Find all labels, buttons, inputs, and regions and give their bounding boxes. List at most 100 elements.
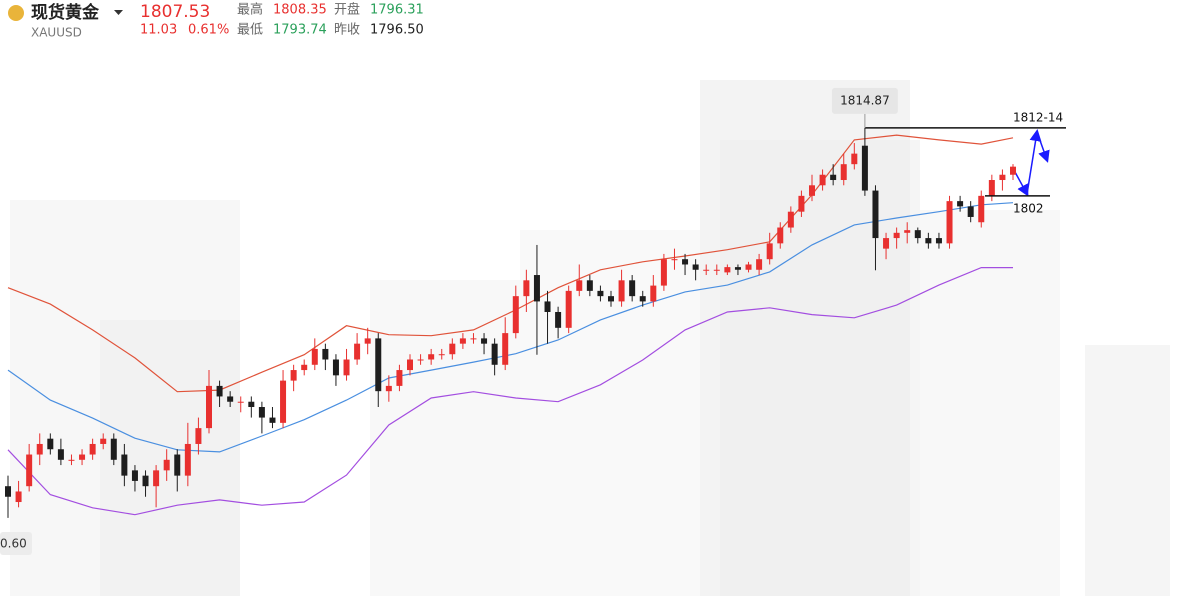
- candle-body: [280, 380, 287, 423]
- candle-body: [819, 174, 826, 186]
- candle-body: [660, 259, 667, 286]
- symbol-name[interactable]: 现货黄金: [31, 2, 100, 23]
- candle-body: [459, 338, 466, 344]
- candle-body: [533, 275, 540, 302]
- change-pct: 0.61%: [188, 23, 229, 38]
- candle-body: [565, 290, 572, 328]
- candle-body: [248, 401, 255, 408]
- stat-value: 1796.50: [370, 23, 424, 38]
- candle-body: [586, 280, 593, 291]
- candle-body: [15, 491, 22, 503]
- candle-body: [629, 280, 636, 297]
- stat-value: 1808.35: [273, 3, 327, 18]
- candle-body: [840, 164, 847, 181]
- candle-body: [322, 348, 329, 360]
- candle-body: [809, 185, 815, 196]
- stat-label: 最高: [237, 2, 263, 18]
- stat-label: 最低: [237, 23, 263, 38]
- candle-body: [131, 470, 138, 481]
- candle-body: [639, 296, 646, 302]
- candle-body: [872, 190, 879, 239]
- candle-body: [311, 348, 318, 365]
- stat-label: 开盘: [334, 2, 360, 18]
- candle-body: [364, 338, 371, 344]
- candle-body: [798, 195, 805, 212]
- candle-body: [544, 301, 551, 312]
- candle-body: [290, 370, 297, 381]
- candle-body: [100, 438, 107, 444]
- candle-body: [163, 459, 170, 471]
- candle-body: [713, 269, 720, 271]
- dropdown-arrow[interactable]: [114, 10, 123, 15]
- candle-body: [110, 438, 117, 460]
- candle-body: [978, 195, 985, 223]
- candle-body: [491, 343, 498, 365]
- candle-body: [830, 174, 837, 181]
- candle-body: [1010, 166, 1016, 175]
- candle-body: [438, 354, 445, 356]
- candle-body: [332, 359, 339, 376]
- change: 11.03: [140, 23, 177, 38]
- candle-body: [449, 343, 456, 355]
- header: 现货黄金 1807.53 XAUUSD 11.03 0.61% 最高 1808.…: [8, 2, 424, 40]
- candle-body: [893, 232, 900, 239]
- forecast-arrow: [1026, 129, 1042, 195]
- candle-body: [343, 359, 350, 376]
- forecast-arrow: [1014, 171, 1029, 197]
- candle-body: [766, 243, 773, 260]
- candle-body: [428, 354, 435, 360]
- stat-value: 1796.31: [370, 3, 424, 18]
- candle-body: [555, 311, 562, 328]
- candle-body: [269, 417, 276, 423]
- candle-body: [904, 230, 911, 233]
- candle-body: [650, 285, 657, 302]
- candle-body: [861, 145, 868, 191]
- candle-body: [957, 201, 964, 207]
- band-line: [7, 267, 1013, 516]
- price: 1807.53: [140, 2, 210, 22]
- candle-body: [523, 280, 530, 297]
- forecast-arrow: [1036, 131, 1050, 163]
- candle-body: [385, 385, 392, 392]
- high-label: 1814.87: [840, 93, 890, 107]
- candle-body: [57, 449, 64, 460]
- stat-value: 1793.74: [273, 23, 327, 38]
- candle-body: [925, 238, 932, 244]
- candle-body: [5, 486, 11, 497]
- candle-body: [481, 338, 488, 344]
- candle-body: [407, 359, 413, 371]
- candle-body: [734, 267, 741, 270]
- candle-body: [470, 338, 477, 340]
- candle-body: [914, 230, 921, 239]
- candle-body: [36, 443, 43, 455]
- candle-body: [216, 385, 223, 397]
- candle-body: [777, 227, 784, 244]
- candle-body: [354, 343, 361, 360]
- candle-body: [195, 428, 202, 444]
- candle-body: [703, 269, 710, 271]
- candle-body: [79, 454, 86, 460]
- candle-body: [174, 454, 181, 476]
- candle-body: [512, 296, 519, 334]
- candle-body: [946, 201, 953, 244]
- candle-body: [883, 238, 890, 249]
- candle-body: [935, 238, 942, 244]
- candle-body: [756, 259, 763, 270]
- candle-body: [692, 264, 699, 270]
- candle-body: [671, 259, 678, 261]
- candle-body: [396, 370, 403, 386]
- candle-body: [121, 454, 128, 476]
- high-label-box: [831, 87, 898, 114]
- candle-body: [851, 153, 858, 165]
- candle-body: [142, 475, 149, 487]
- stat-label: 昨收: [334, 23, 360, 38]
- candle-body: [227, 396, 234, 402]
- candle-body: [237, 401, 244, 403]
- candle-body: [47, 438, 54, 450]
- symbol-icon: [8, 5, 24, 21]
- candle-body: [618, 280, 625, 302]
- candle-body: [184, 443, 191, 476]
- candle-body: [724, 267, 731, 273]
- candle-body: [68, 459, 75, 461]
